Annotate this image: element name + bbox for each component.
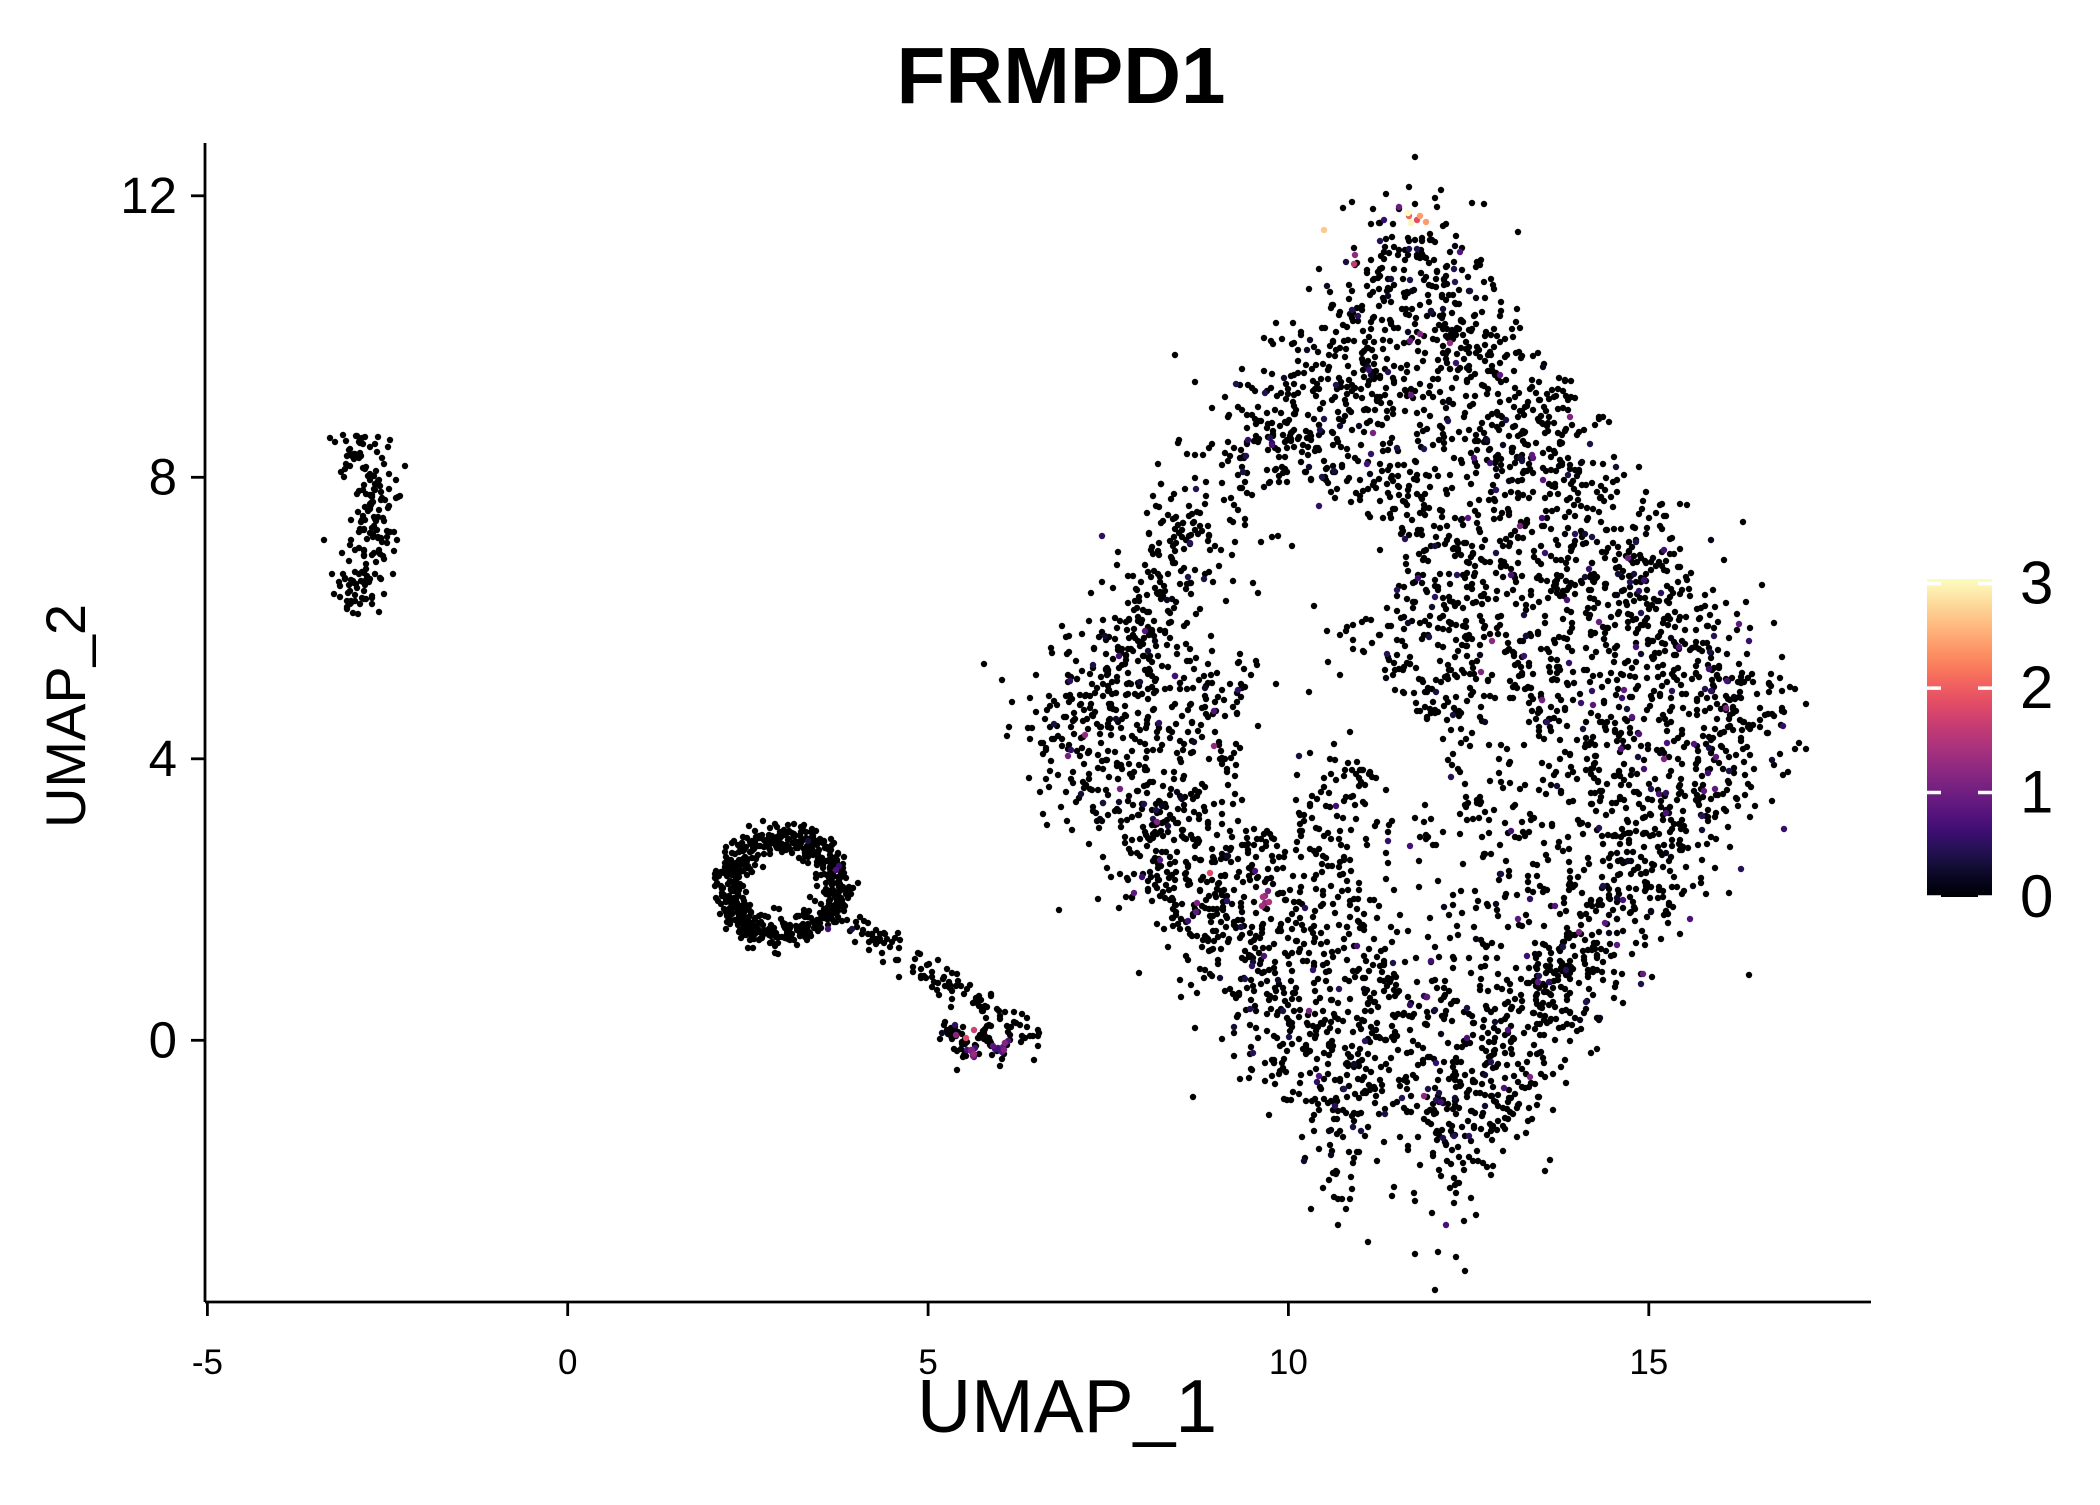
svg-text:0: 0	[149, 1011, 177, 1068]
svg-text:4: 4	[149, 730, 177, 787]
svg-text:8: 8	[149, 448, 177, 505]
svg-text:5: 5	[918, 1343, 937, 1382]
svg-text:0: 0	[558, 1343, 577, 1382]
svg-text:15: 15	[1629, 1343, 1668, 1382]
svg-text:FRMPD1: FRMPD1	[897, 31, 1226, 120]
svg-text:UMAP_1: UMAP_1	[917, 1364, 1217, 1448]
svg-text:10: 10	[1269, 1343, 1308, 1382]
svg-text:12: 12	[120, 167, 177, 224]
svg-text:UMAP_2: UMAP_2	[34, 604, 97, 828]
svg-text:-5: -5	[192, 1343, 223, 1382]
